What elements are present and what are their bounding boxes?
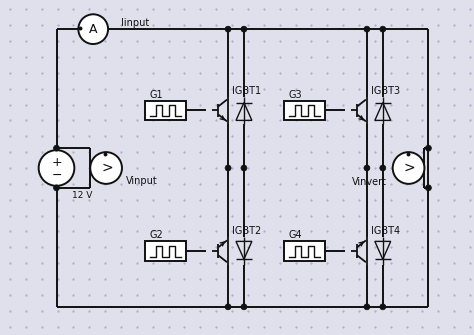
Circle shape (364, 165, 370, 171)
Text: 12 V: 12 V (73, 191, 93, 200)
Circle shape (241, 26, 247, 32)
Text: −: − (51, 169, 62, 182)
Circle shape (426, 185, 431, 191)
Text: G2: G2 (150, 230, 164, 241)
Circle shape (225, 26, 231, 32)
Text: Vinvert: Vinvert (352, 177, 387, 187)
Text: IGBT3: IGBT3 (371, 86, 400, 96)
Text: Vinput: Vinput (126, 176, 158, 186)
Text: IGBT4: IGBT4 (371, 226, 400, 237)
Text: G4: G4 (289, 230, 302, 241)
Circle shape (78, 14, 108, 44)
Bar (283, 100, 325, 120)
Circle shape (54, 185, 59, 191)
Circle shape (380, 26, 386, 32)
Bar (283, 242, 325, 261)
Text: G1: G1 (150, 89, 164, 99)
Text: IGBT1: IGBT1 (232, 86, 261, 96)
Circle shape (225, 304, 231, 310)
Text: G3: G3 (289, 89, 302, 99)
Bar (145, 242, 186, 261)
Circle shape (241, 304, 247, 310)
Text: A: A (89, 23, 98, 36)
Circle shape (392, 152, 424, 184)
Circle shape (380, 165, 386, 171)
Circle shape (364, 26, 370, 32)
Circle shape (225, 165, 231, 171)
Text: >: > (404, 161, 415, 175)
Circle shape (426, 145, 431, 151)
Text: IGBT2: IGBT2 (232, 226, 261, 237)
Text: +: + (51, 155, 62, 169)
Text: >: > (101, 161, 113, 175)
Circle shape (380, 304, 386, 310)
Text: Iinput: Iinput (121, 18, 149, 28)
Bar (145, 100, 186, 120)
Circle shape (364, 304, 370, 310)
Circle shape (241, 165, 247, 171)
Circle shape (90, 152, 122, 184)
Circle shape (54, 145, 59, 151)
Circle shape (39, 150, 74, 186)
